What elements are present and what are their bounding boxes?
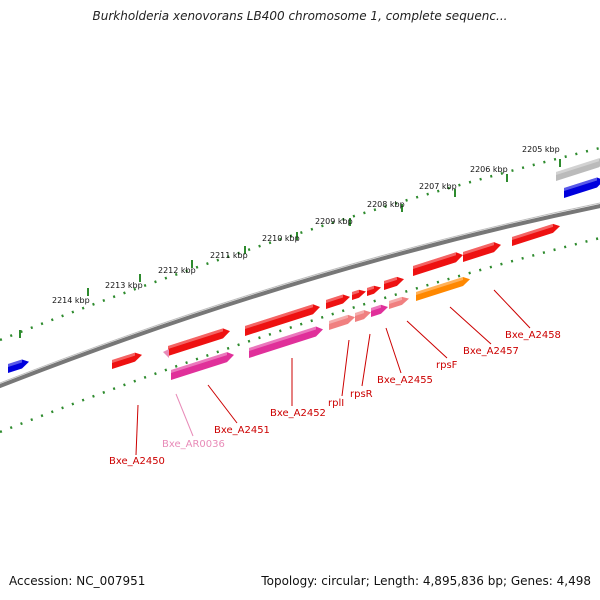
scale-label: 2212 kbp xyxy=(158,266,196,275)
gene-blue-left[interactable] xyxy=(8,359,29,373)
label-connector xyxy=(493,289,531,329)
gene-bxe-a2450[interactable] xyxy=(112,352,142,369)
genome-summary: Topology: circular; Length: 4,895,836 bp… xyxy=(261,574,591,588)
gene-features xyxy=(8,158,600,380)
gene-rpsf-upper[interactable] xyxy=(413,252,463,276)
scale-labels: 2205 kbp 2206 kbp 2207 kbp 2208 kbp 2209 kbp… xyxy=(52,145,560,305)
gene-bxe-a2457[interactable] xyxy=(463,242,501,262)
gene-rpli[interactable] xyxy=(329,314,355,330)
scale-label: 2205 kbp xyxy=(522,145,560,154)
scale-label: 2207 kbp xyxy=(419,182,457,191)
accession-info: Accession: NC_007951 xyxy=(9,574,145,588)
gene-label-bxe-a2457[interactable]: Bxe_A2457 xyxy=(463,346,519,357)
label-connector xyxy=(207,384,238,424)
label-connector xyxy=(385,327,402,374)
gene-bxe-ar0036[interactable] xyxy=(163,349,169,358)
gene-bxe-a2457-lower[interactable] xyxy=(416,276,470,301)
gene-label-bxe-a2451[interactable]: Bxe_A2451 xyxy=(214,425,270,436)
gene-gray-right[interactable] xyxy=(556,158,600,181)
label-connector xyxy=(175,393,194,437)
gene-bxe-a2458[interactable] xyxy=(512,223,560,246)
gene-small-2[interactable] xyxy=(367,285,381,296)
gene-rpsf[interactable] xyxy=(389,296,409,309)
gene-bxe-a2452-lower[interactable] xyxy=(249,326,323,358)
length-label: Length: xyxy=(373,574,420,588)
topology-value: circular xyxy=(321,574,366,588)
scale-label: 2214 kbp xyxy=(52,296,90,305)
gene-label-rpsr[interactable]: rpsR xyxy=(350,389,373,400)
gene-labels: Bxe_A2450 Bxe_AR0036 Bxe_A2451Bxe_A2452rpl… xyxy=(109,330,561,467)
gene-rpsr[interactable] xyxy=(355,310,371,322)
scale-label: 2210 kbp xyxy=(262,234,300,243)
gene-label-bxe-a2450[interactable]: Bxe_A2450 xyxy=(109,456,165,467)
gene-label-bxe-a2455[interactable]: Bxe_A2455 xyxy=(377,375,433,386)
gene-blue-right[interactable] xyxy=(564,177,600,198)
topology-label: Topology: xyxy=(261,574,318,588)
gene-label-bxe-ar0036[interactable]: Bxe_AR0036 xyxy=(162,439,225,450)
label-connectors xyxy=(135,289,531,456)
gene-label-rpsf[interactable]: rpsF xyxy=(436,360,458,371)
scale-label: 2209 kbp xyxy=(315,217,353,226)
gene-rpli-upper[interactable] xyxy=(326,294,350,309)
scale-label: 2208 kbp xyxy=(367,200,405,209)
gene-bxe-a2452[interactable] xyxy=(245,304,320,336)
label-connector xyxy=(135,404,139,456)
gene-label-bxe-a2452[interactable]: Bxe_A2452 xyxy=(270,408,326,419)
gene-label-rpli[interactable]: rplI xyxy=(328,398,344,409)
genes-label: Genes: xyxy=(510,574,553,588)
accession-value: NC_007951 xyxy=(76,574,146,588)
gene-bxe-a2455[interactable] xyxy=(371,304,388,317)
gene-bxe-a2451[interactable] xyxy=(168,328,230,356)
chromosome-backbone xyxy=(0,204,600,389)
accession-label: Accession: xyxy=(9,574,73,588)
genes-value: 4,498 xyxy=(556,574,591,588)
gene-label-bxe-a2458[interactable]: Bxe_A2458 xyxy=(505,330,561,341)
scale-major-ticks xyxy=(19,159,561,338)
label-connector xyxy=(449,306,492,345)
gene-bxe-a2451-lower[interactable] xyxy=(171,352,234,380)
length-value: 4,895,836 bp xyxy=(422,574,503,588)
map-title: Burkholderia xenovorans LB400 chromosome… xyxy=(92,9,508,23)
gene-small-1[interactable] xyxy=(352,289,366,300)
scale-label: 2211 kbp xyxy=(210,251,248,260)
label-connector xyxy=(341,339,350,397)
label-connector xyxy=(406,320,448,359)
gene-small-3[interactable] xyxy=(384,276,404,290)
label-connector xyxy=(361,333,371,387)
scale-label: 2206 kbp xyxy=(470,165,508,174)
scale-label: 2213 kbp xyxy=(105,281,143,290)
